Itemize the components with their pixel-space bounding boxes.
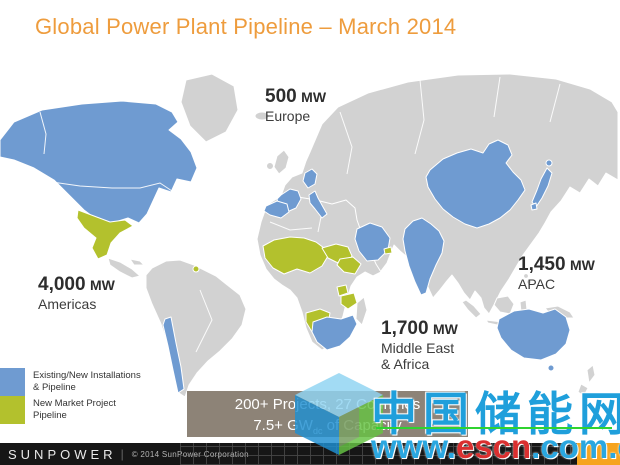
- map-region-zambia-green: [340, 292, 358, 310]
- legend-swatch-green: [0, 396, 25, 424]
- legend-green-line1: New Market Project: [33, 398, 116, 409]
- mea-value: 1,700: [381, 318, 429, 339]
- legend-swatch-blue: [0, 368, 25, 396]
- legend-item-existing: Existing/New Installations & Pipeline: [0, 368, 175, 396]
- footer-copyright: © 2014 SunPower Corporation: [131, 449, 249, 459]
- map-region-ethiopia-green: [336, 256, 362, 275]
- map-region-italy-blue: [308, 190, 328, 219]
- watermark-orange-block: [577, 443, 620, 465]
- legend-green-line2: Pipeline: [33, 410, 67, 421]
- map-region-borneo: [493, 295, 515, 315]
- map-region-germany-blue: [302, 168, 318, 189]
- map-region-uae-green: [383, 246, 393, 255]
- map-region-philippines2: [526, 279, 532, 285]
- label-apac: 1,450 MW APAC: [518, 254, 595, 292]
- europe-value: 500: [265, 86, 297, 107]
- mea-region-line1: Middle East: [381, 339, 455, 356]
- map-region-south-africa-blue: [311, 314, 358, 351]
- legend-blue-line1: Existing/New Installations: [33, 370, 141, 381]
- watermark-url: www.escn.com.cn: [371, 428, 620, 465]
- map-region-sumatra: [461, 299, 482, 319]
- map-region-uk: [273, 149, 290, 175]
- apac-unit: MW: [570, 257, 595, 273]
- map-region-chile-blue: [162, 316, 185, 394]
- mea-region-line2: & Africa: [381, 355, 430, 372]
- footer-bar: SUNPOWER | © 2014 SunPower Corporation: [0, 443, 620, 465]
- americas-unit: MW: [90, 277, 115, 293]
- map-region-china-blue: [425, 139, 526, 229]
- mea-unit: MW: [433, 321, 458, 337]
- map-region-madagascar: [355, 296, 368, 326]
- page-title: Global Power Plant Pipeline – March 2014: [35, 14, 457, 39]
- watermark-cube-logo: [295, 373, 383, 455]
- map-region-new-zealand-north: [586, 364, 596, 384]
- europe-region: Europe: [265, 107, 311, 124]
- apac-region: APAC: [518, 275, 556, 292]
- map-region-hokkaido-blue: [545, 159, 553, 167]
- footer-panel-texture: [180, 443, 580, 465]
- map-region-north-america-blue: [0, 100, 198, 224]
- map-region-japan-blue: [531, 167, 553, 208]
- legend-item-new-market: New Market Project Pipeline: [0, 396, 175, 424]
- map-region-new-zealand-south: [577, 383, 589, 397]
- map-region-west-africa-green: [262, 236, 329, 275]
- map-region-south-korea-blue: [530, 202, 538, 211]
- apac-value: 1,450: [518, 254, 566, 275]
- map-region-uganda-green: [336, 284, 349, 297]
- europe-unit: MW: [301, 89, 327, 105]
- map-region-spain-blue: [263, 200, 290, 219]
- sunpower-logo: SUNPOWER: [8, 446, 117, 462]
- map-region-india-blue: [402, 217, 445, 296]
- map-region-cuba: [129, 258, 145, 266]
- map-region-greenland: [180, 73, 239, 143]
- legend-blue-line2: & Pipeline: [33, 382, 76, 393]
- map-region-tasmania-blue: [547, 364, 555, 372]
- watermark-chinese-text: 中国储能网: [371, 388, 620, 440]
- map-legend: Existing/New Installations & Pipeline Ne…: [0, 368, 175, 424]
- americas-region: Americas: [38, 295, 97, 312]
- americas-value: 4,000: [38, 274, 86, 295]
- map-region-ireland: [266, 162, 274, 170]
- map-region-saudi-arabia-blue: [354, 222, 391, 262]
- label-europe: 500 MW Europe: [265, 86, 326, 124]
- footer-separator: |: [120, 447, 124, 461]
- map-region-central-america: [107, 257, 141, 279]
- map-region-iceland: [254, 111, 270, 121]
- watermark-underline: [376, 427, 612, 429]
- label-mea: 1,700 MW Middle East & Africa: [381, 318, 458, 372]
- label-americas: 4,000 MW Americas: [38, 274, 115, 312]
- map-region-mexico-green: [76, 209, 134, 260]
- map-region-guyana-green: [192, 265, 200, 273]
- map-region-australia-blue: [496, 308, 571, 361]
- map-region-philippines: [523, 273, 529, 279]
- world-map: [0, 73, 619, 398]
